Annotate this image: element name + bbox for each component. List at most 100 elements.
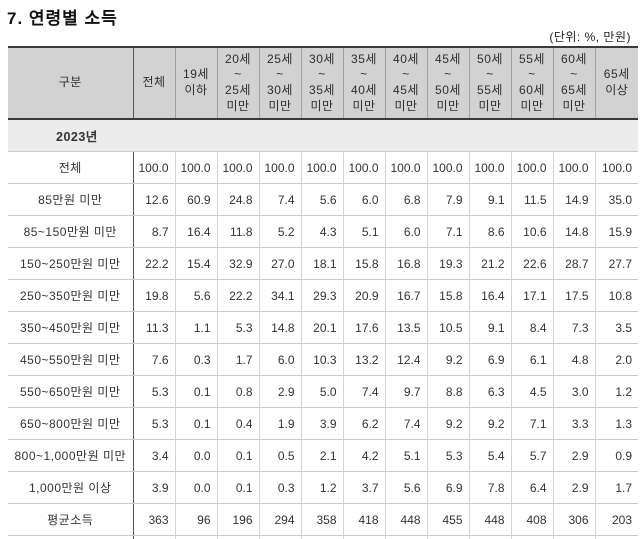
value-cell: 1.2 (300, 471, 343, 504)
value-cell: 148 (594, 535, 638, 539)
value-cell: 4.3 (300, 215, 343, 248)
value-cell: 306 (552, 503, 595, 536)
value-cell: 3.9 (300, 407, 343, 440)
value-cell: 22.6 (510, 247, 553, 280)
value-cell: 7.4 (258, 183, 301, 216)
value-cell: 100.0 (216, 151, 259, 184)
value-cell: 7.8 (468, 471, 511, 504)
value-cell: 358 (300, 503, 343, 536)
value-cell: 13.2 (342, 343, 385, 376)
value-cell: 6.2 (342, 407, 385, 440)
value-cell: 350 (426, 535, 469, 539)
value-cell: 7.1 (510, 407, 553, 440)
value-cell: 11.8 (216, 215, 259, 248)
value-cell: 220 (552, 535, 595, 539)
value-cell: 448 (384, 503, 427, 536)
row-label: 중위소득 (8, 535, 134, 539)
value-cell: 4.5 (510, 375, 553, 408)
column-header: 50세 ~ 55세 미만 (468, 46, 511, 120)
value-cell: 15.8 (426, 279, 469, 312)
table-header: 구분 전체 19세 이하 20세 ~ 25세 미만 25세 ~ 30세 미만 30세 ~ … (8, 46, 638, 120)
value-cell: 22.2 (216, 279, 259, 312)
table-body: 2023년 전체 100.0 100.0 100.0 100.0 100.0 100.0 100… (8, 119, 638, 539)
value-cell: 5.3 (426, 439, 469, 472)
value-cell: 2.9 (552, 439, 595, 472)
year-band-row: 2023년 (8, 119, 638, 152)
column-header: 전체 (133, 46, 175, 120)
value-cell: 5.4 (468, 439, 511, 472)
value-cell: 96 (174, 503, 217, 536)
value-cell: 11.5 (510, 183, 553, 216)
value-cell: 21.2 (468, 247, 511, 280)
value-cell: 2.9 (552, 471, 595, 504)
value-cell: 196 (216, 503, 259, 536)
value-cell: 6.0 (342, 183, 385, 216)
value-cell: 10.5 (426, 311, 469, 344)
row-label: 85~150만원 미만 (8, 215, 134, 248)
row-label: 150~250만원 미만 (8, 247, 134, 280)
value-cell: 8.8 (426, 375, 469, 408)
value-cell: 6.4 (510, 471, 553, 504)
value-cell: 0.3 (258, 471, 301, 504)
value-cell: 5.6 (174, 279, 217, 312)
table-row: 800~1,000만원 미만 3.4 0.0 0.1 0.5 2.1 4.2 5.1 5.3 5.… (8, 439, 638, 472)
value-cell: 34.1 (258, 279, 301, 312)
value-cell: 0.9 (594, 439, 638, 472)
value-cell: 18.1 (300, 247, 343, 280)
value-cell: 5.6 (384, 471, 427, 504)
column-header: 55세 ~ 60세 미만 (510, 46, 553, 120)
value-cell: 7.4 (384, 407, 427, 440)
value-cell: 0.8 (216, 375, 259, 408)
value-cell: 20.1 (300, 311, 343, 344)
value-cell: 363 (133, 503, 175, 536)
value-cell: 0.3 (174, 343, 217, 376)
column-header: 30세 ~ 35세 미만 (300, 46, 343, 120)
value-cell: 9.1 (468, 183, 511, 216)
value-cell: 5.6 (300, 183, 343, 216)
table-row: 250~350만원 미만 19.8 5.6 22.2 34.1 29.3 20.9 16.7 1… (8, 279, 638, 312)
value-cell: 100.0 (133, 151, 175, 184)
value-cell: 0.1 (174, 407, 217, 440)
value-cell: 10.8 (594, 279, 638, 312)
value-cell: 3.0 (552, 375, 595, 408)
row-label: 평균소득 (8, 503, 134, 536)
value-cell: 5.1 (342, 215, 385, 248)
year-band-label: 2023년 (8, 119, 638, 152)
value-cell: 6.1 (510, 343, 553, 376)
value-cell: 12.6 (133, 183, 175, 216)
value-cell: 418 (342, 503, 385, 536)
value-cell: 448 (468, 503, 511, 536)
value-cell: 17.6 (342, 311, 385, 344)
table-row: 650~800만원 미만 5.3 0.1 0.4 1.9 3.9 6.2 7.4 9.2 9.2 7… (8, 407, 638, 440)
value-cell: 7.6 (133, 343, 175, 376)
value-cell: 9.2 (468, 407, 511, 440)
value-cell: 5.0 (300, 375, 343, 408)
value-cell: 0.5 (258, 439, 301, 472)
value-cell: 9.2 (426, 343, 469, 376)
value-cell: 62 (174, 535, 217, 539)
value-cell: 12.4 (384, 343, 427, 376)
value-cell: 8.4 (510, 311, 553, 344)
value-cell: 377 (384, 535, 427, 539)
value-cell: 15.9 (594, 215, 638, 248)
value-cell: 19.8 (133, 279, 175, 312)
value-cell: 14.8 (258, 311, 301, 344)
value-cell: 7.4 (342, 375, 385, 408)
value-cell: 22.2 (133, 247, 175, 280)
value-cell: 8.7 (133, 215, 175, 248)
column-header: 20세 ~ 25세 미만 (216, 46, 259, 120)
value-cell: 408 (510, 503, 553, 536)
value-cell: 100.0 (468, 151, 511, 184)
value-cell: 0.1 (174, 375, 217, 408)
column-header: 65세 이상 (594, 46, 638, 120)
value-cell: 1.1 (174, 311, 217, 344)
value-cell: 29.3 (300, 279, 343, 312)
row-label: 전체 (8, 151, 134, 184)
value-cell: 0.4 (216, 407, 259, 440)
value-cell: 1.2 (594, 375, 638, 408)
value-cell: 1.7 (594, 471, 638, 504)
value-cell: 8.6 (468, 215, 511, 248)
value-cell: 24.8 (216, 183, 259, 216)
value-cell: 17.5 (552, 279, 595, 312)
